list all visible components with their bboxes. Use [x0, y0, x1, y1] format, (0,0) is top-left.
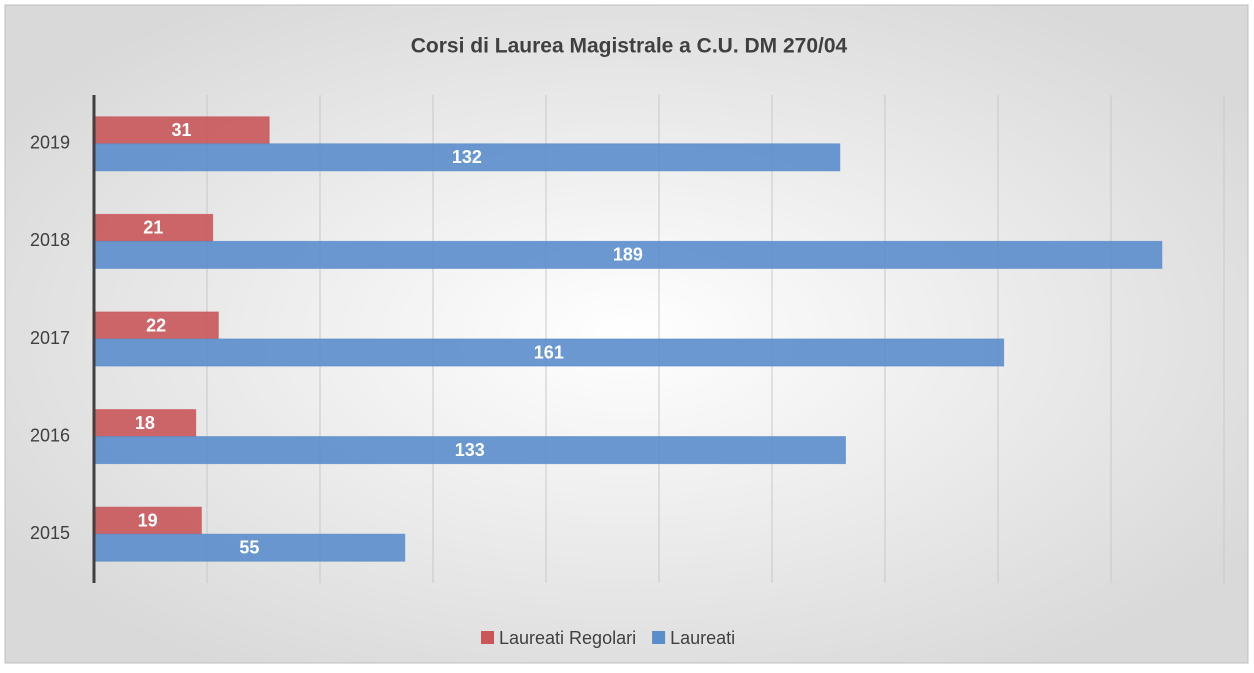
bar: [93, 240, 1163, 269]
y-tick-label: 2015: [30, 523, 70, 543]
data-label: 132: [452, 147, 482, 167]
y-tick-label: 2018: [30, 230, 70, 250]
bar: [93, 506, 202, 535]
chart-title: Corsi di Laurea Magistrale a C.U. DM 270…: [411, 35, 848, 58]
data-label: 21: [143, 218, 163, 238]
bar: [93, 311, 219, 340]
legend-swatch: [481, 631, 494, 644]
legend-label: Laureati Regolari: [499, 628, 636, 648]
legend-swatch: [652, 631, 666, 644]
bar: [93, 409, 197, 438]
data-label: 22: [146, 315, 166, 335]
y-tick-label: 2016: [30, 425, 70, 445]
data-label: 133: [455, 440, 485, 460]
data-label: 161: [534, 342, 564, 362]
bar: [93, 436, 846, 465]
bar: [93, 338, 1005, 367]
data-label: 55: [239, 537, 259, 557]
bar: [93, 116, 270, 145]
y-tick-label: 2019: [30, 133, 70, 153]
y-tick-label: 2017: [30, 328, 70, 348]
data-label: 31: [172, 120, 192, 140]
data-label: 18: [135, 413, 155, 433]
legend-label: Laureati: [670, 628, 735, 648]
data-label: 19: [138, 510, 158, 530]
data-label: 189: [613, 245, 643, 265]
